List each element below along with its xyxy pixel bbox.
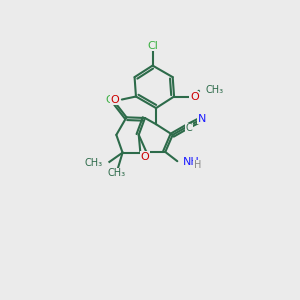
Text: NH: NH bbox=[182, 158, 199, 167]
Text: CH₃: CH₃ bbox=[85, 158, 103, 168]
Text: O: O bbox=[111, 94, 119, 104]
Text: O: O bbox=[190, 92, 199, 101]
Text: H: H bbox=[194, 160, 201, 170]
Text: C: C bbox=[185, 123, 192, 133]
Text: Cl: Cl bbox=[147, 41, 158, 51]
Text: CH₃: CH₃ bbox=[205, 85, 224, 95]
Text: N: N bbox=[197, 114, 206, 124]
Text: O: O bbox=[141, 152, 150, 162]
Text: Cl: Cl bbox=[105, 94, 116, 104]
Text: CH₃: CH₃ bbox=[108, 168, 126, 178]
